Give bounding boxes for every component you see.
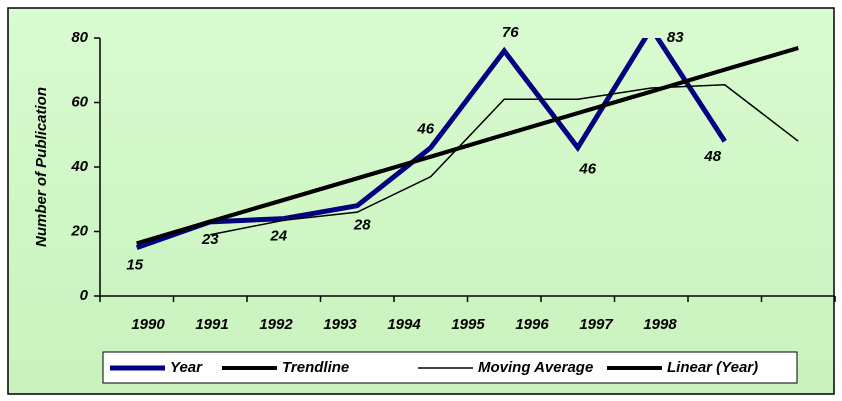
legend-label: Moving Average [478,359,593,376]
x-tick-label: 1996 [515,316,549,333]
x-tick-label: 1998 [643,316,677,333]
data-label: 83 [667,29,684,46]
legend-label: Year [170,359,203,376]
data-label: 24 [269,228,287,245]
legend-label: Trendline [282,359,349,376]
data-label: 48 [703,148,721,165]
data-label: 28 [353,217,371,234]
chart-frame [7,7,835,395]
x-tick-label: 1991 [195,316,228,333]
x-tick-label: 1997 [579,316,613,333]
series-line [210,84,799,236]
x-tick-label: 1990 [131,316,165,333]
legend-label: Linear (Year) [667,359,758,376]
series-line [136,46,799,246]
x-tick-label: 1995 [451,316,485,333]
y-tick-label: 40 [70,158,88,175]
data-label: 46 [416,121,434,138]
x-tick-label: 1993 [323,316,357,333]
series-line [135,38,727,250]
data-label: 23 [201,231,219,248]
x-tick-label: 1992 [259,316,293,333]
y-tick-label: 80 [71,29,88,46]
x-tick-label: 1994 [387,316,421,333]
y-tick-label: 0 [80,287,89,304]
data-label: 76 [502,24,519,41]
y-tick-label: 20 [70,222,88,239]
y-tick-label: 60 [71,93,88,110]
data-label: 46 [578,161,596,178]
y-axis-label: Number of Publication [33,87,50,247]
data-label: 15 [126,257,143,274]
plot-area [135,38,799,250]
